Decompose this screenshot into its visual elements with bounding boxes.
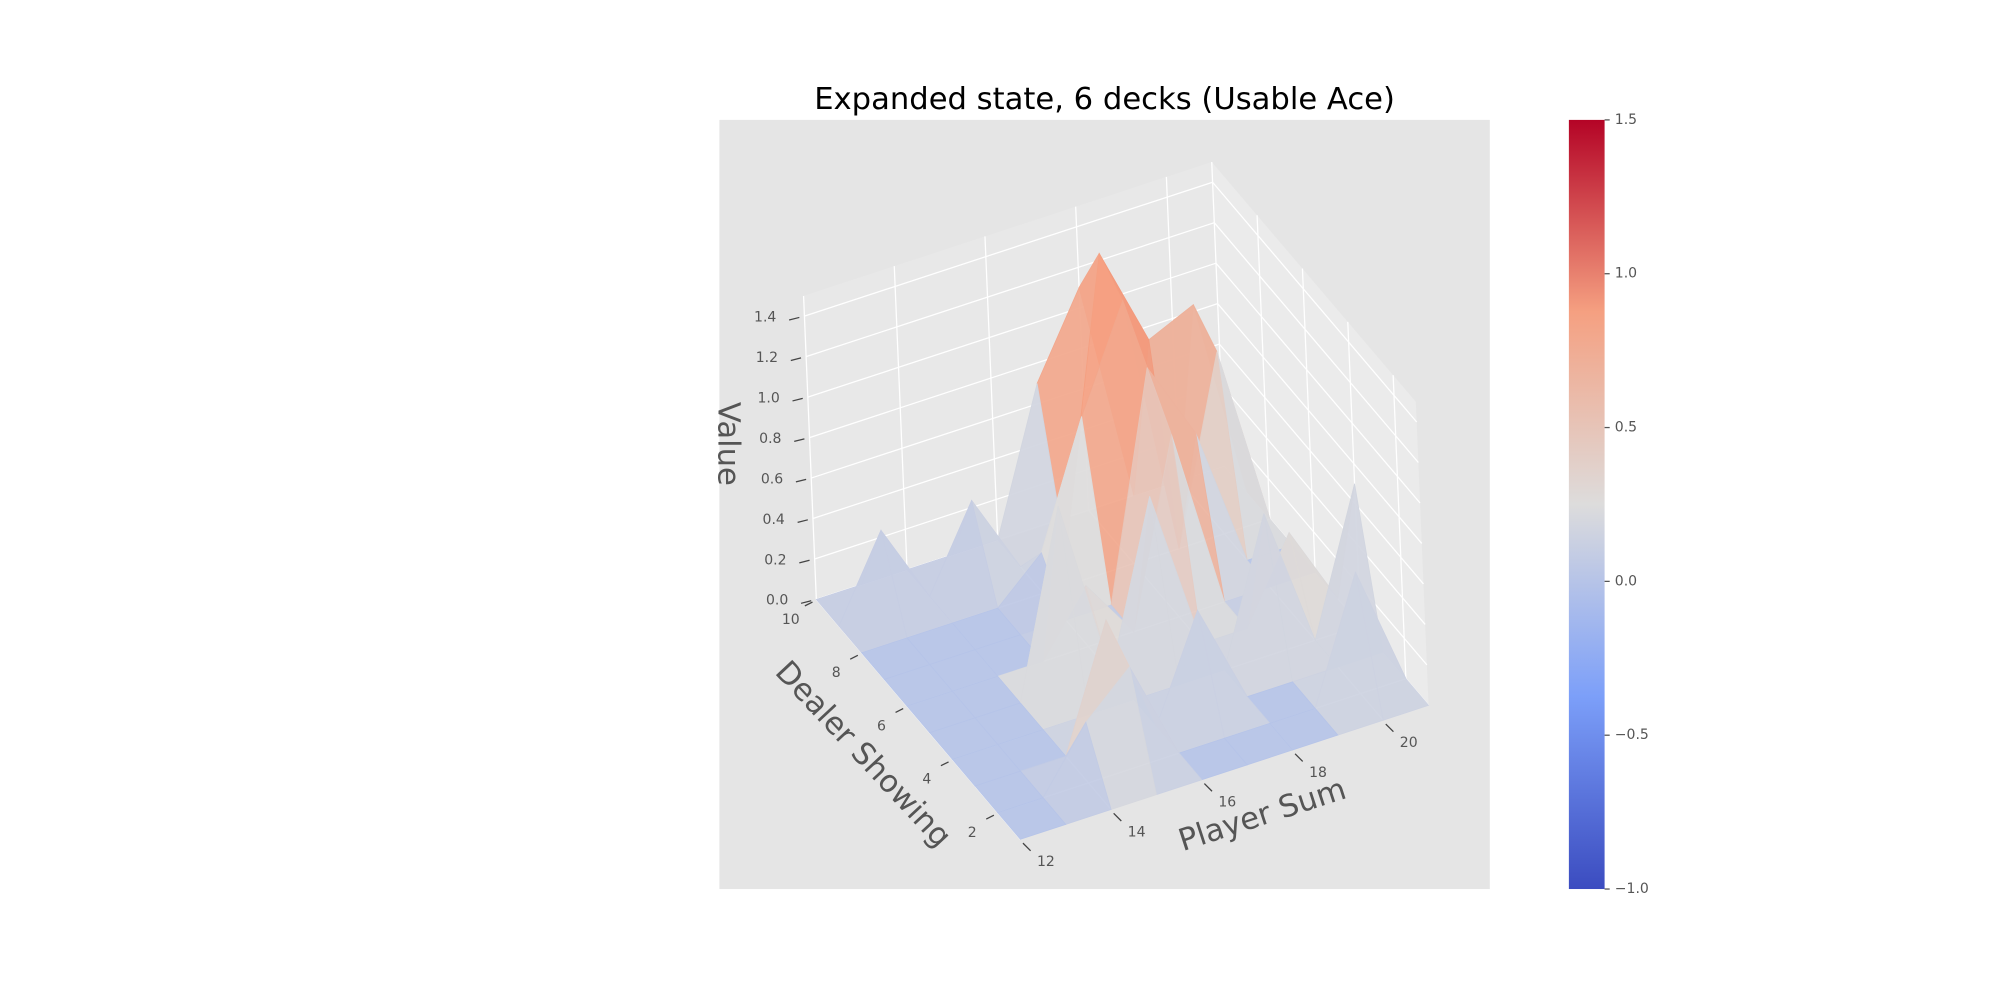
tick-mark [792, 397, 803, 402]
z-tick-label: 0.4 [763, 512, 785, 528]
z-tick-label: 0.0 [766, 593, 788, 609]
tick-mark [790, 357, 802, 362]
colorbar-tick-label: −1.0 [1615, 881, 1649, 897]
tick-mark [1294, 753, 1304, 762]
grid-line [807, 262, 1217, 398]
grid-line [809, 303, 1218, 439]
y-tick-label: 8 [832, 665, 841, 681]
grid-line [1301, 268, 1316, 573]
z-tick-label: 1.4 [754, 309, 776, 325]
colorbar-tick-label: 1.5 [1615, 112, 1637, 128]
tick-mark [1113, 812, 1122, 822]
x-tick-label: 18 [1309, 765, 1327, 781]
tick-mark [800, 600, 812, 604]
x-tick-label: 12 [1037, 854, 1055, 870]
grid-line [1212, 181, 1418, 423]
tick-mark [849, 654, 859, 660]
tick-mark [795, 478, 807, 483]
chart-title: Expanded state, 6 decks (Usable Ace) [814, 82, 1395, 117]
x-tick-label: 16 [1218, 795, 1236, 811]
tick-mark [804, 601, 813, 607]
grid-line [804, 181, 1213, 317]
colorbar-tick-label: 1.0 [1615, 266, 1637, 282]
z-tick-label: 1.2 [756, 350, 778, 366]
colorbar [1568, 119, 1605, 890]
z-tick-label: 0.2 [764, 552, 786, 568]
z-tick-label: 0.8 [759, 431, 781, 447]
colorbar-tick-label: −0.5 [1615, 727, 1649, 743]
z-tick-label: 1.0 [757, 390, 779, 406]
side-pane [1211, 161, 1429, 706]
grid-line [1222, 424, 1428, 666]
colorbar-tick-label: 0.0 [1615, 573, 1637, 589]
grid-line [1392, 375, 1407, 679]
z-axis-label: Value [711, 402, 746, 486]
y-tick-label: 4 [922, 772, 931, 788]
tick-mark [794, 438, 805, 443]
tick-mark [940, 761, 949, 767]
grid-line [1217, 303, 1423, 544]
grid-line [802, 295, 817, 600]
tick-mark [1022, 842, 1032, 852]
x-tick-label: 20 [1400, 735, 1418, 751]
tick-mark [985, 814, 995, 820]
grid-line [1220, 384, 1426, 625]
surface-patch [997, 797, 1067, 840]
grid-line [984, 236, 999, 540]
y-tick-label: 6 [877, 718, 886, 734]
grid-line [893, 266, 908, 570]
tick-mark [1385, 723, 1394, 733]
grid-line [1256, 215, 1271, 519]
grid-line [805, 222, 1215, 358]
colorbar-tick-label: 0.5 [1615, 420, 1637, 436]
grid-line [1213, 222, 1419, 463]
z-tick-label: 0.6 [761, 471, 783, 487]
x-tick-label: 14 [1128, 824, 1146, 840]
tick-mark [1203, 783, 1213, 792]
y-tick-label: 10 [782, 612, 800, 628]
plot-area: 12 14 16 18 20 2 4 6 8 10 0.0 0.2 0.4 0.6 0.8 1.0 1.2 1.4 [754, 161, 1430, 870]
tick-mark [788, 316, 800, 321]
grid-line [1215, 262, 1421, 504]
tick-mark [895, 708, 904, 714]
tick-mark [799, 559, 810, 564]
y-tick-label: 2 [968, 825, 977, 841]
grid-line [1218, 343, 1424, 585]
tick-mark [797, 519, 808, 523]
